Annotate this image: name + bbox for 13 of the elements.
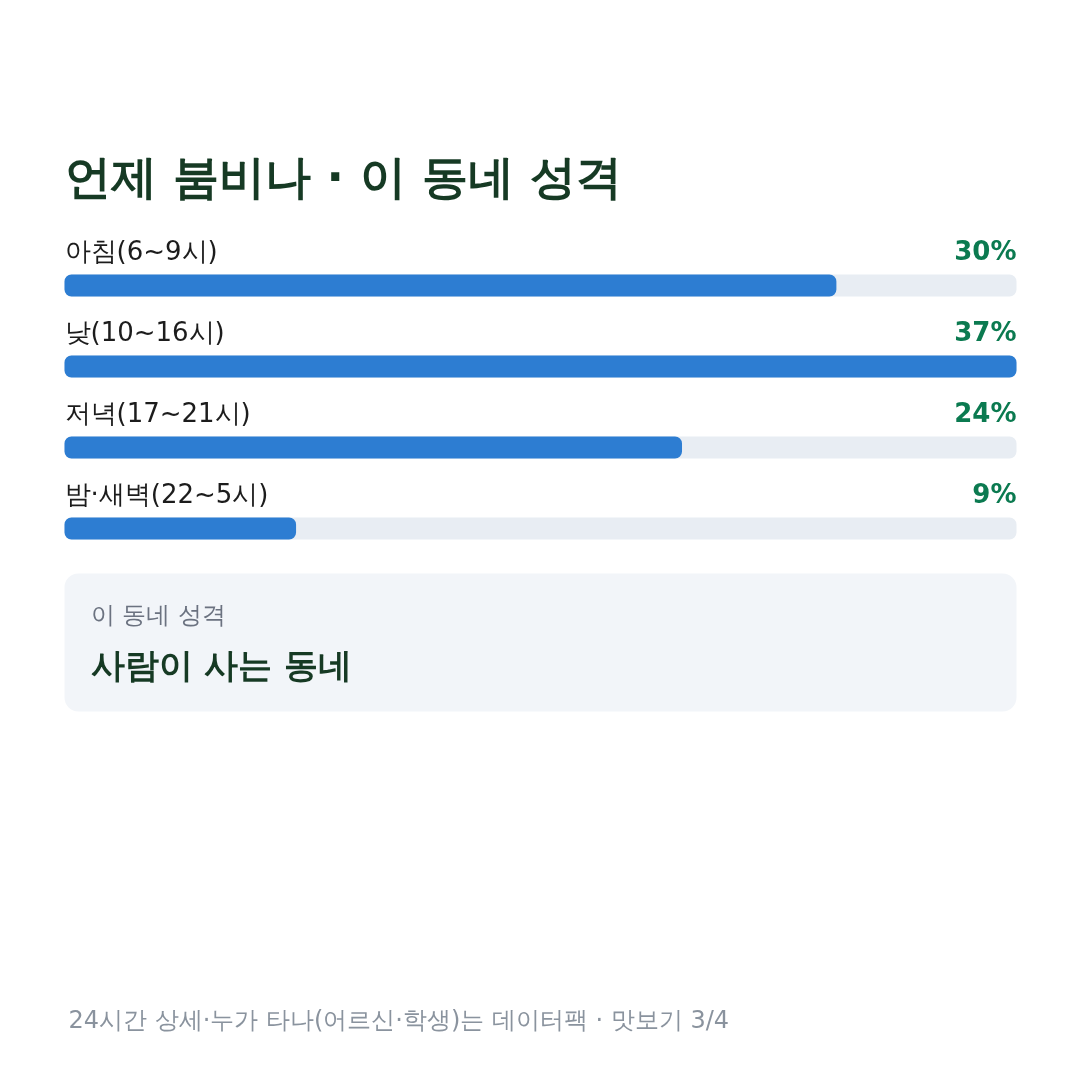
y-tick-label: 밤·새벽(22~5시) — [64, 478, 269, 509]
chart-title: 언제 붐비나 · 이 동네 성격 — [64, 149, 623, 204]
bar — [64, 517, 297, 540]
text: 이 동네 성격 — [90, 600, 226, 629]
data-label: 24% — [954, 397, 1017, 428]
data-label: 37% — [954, 316, 1017, 347]
data-label: 30% — [954, 235, 1017, 266]
y-tick-label: 낮(10~16시) — [64, 316, 225, 347]
text: 24시간 상세·누가 타나(어르신·학생)는 데이터팩 · 맛보기 3/4 — [68, 1005, 730, 1034]
y-tick-label: 저녁(17~21시) — [64, 397, 251, 428]
y-tick-label: 아침(6~9시) — [64, 235, 218, 266]
text: 사람이 사는 동네 — [90, 644, 353, 685]
data-label: 9% — [972, 478, 1017, 509]
